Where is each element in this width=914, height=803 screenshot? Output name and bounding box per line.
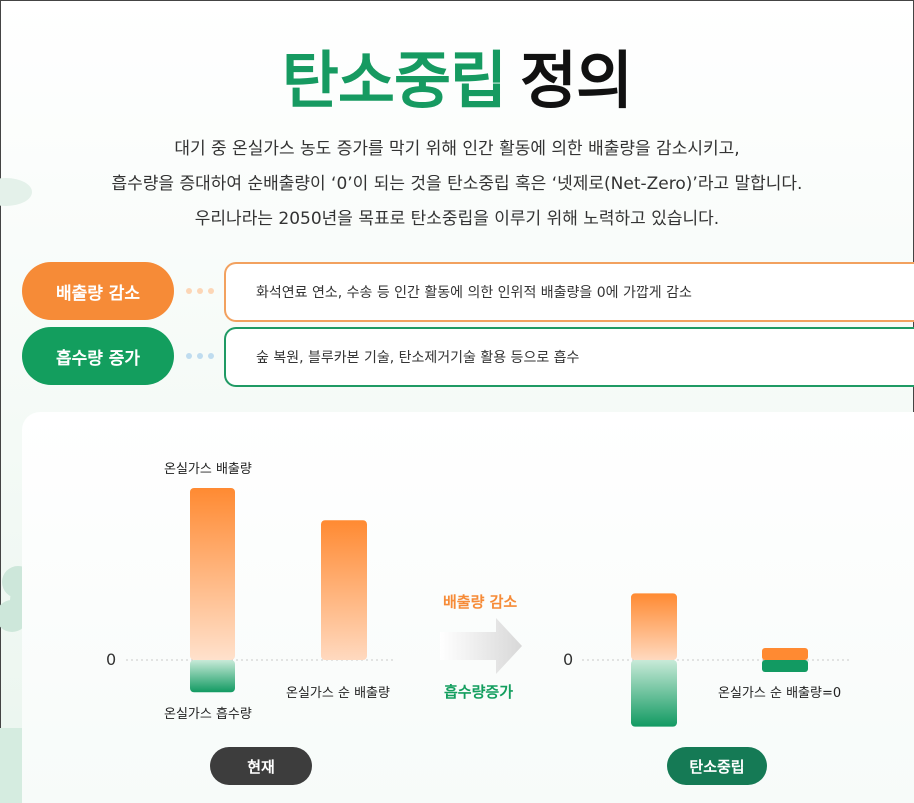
absorption-pill: 흡수량 증가	[22, 327, 174, 385]
bar-target-net-absorption	[762, 660, 808, 672]
zero-label: 0	[106, 650, 117, 669]
net-emission-label: 온실가스 순 배출량	[286, 686, 390, 701]
arrow-icon	[440, 618, 522, 674]
connector-dots	[186, 353, 214, 359]
cloud-decoration-icon	[0, 178, 32, 206]
connector-dots	[186, 288, 214, 294]
bar-target-absorption	[631, 660, 677, 727]
bar-current-absorption	[190, 660, 235, 693]
reduction-description: 화석연료 연소, 수송 등 인간 활동에 의한 인위적 배출량을 0에 가깝게 …	[224, 262, 914, 322]
title-highlight: 탄소중립	[281, 44, 507, 117]
definition-row-absorption: 흡수량 증가 숲 복원, 블루카본 기술, 탄소제거기술 활용 등으로 흡수	[22, 327, 914, 387]
intro-line: 대기 중 온실가스 농도 증가를 막기 위해 인간 활동에 의한 배출량을 감소…	[174, 139, 740, 159]
page-title: 탄소중립 정의	[0, 30, 914, 120]
building-decoration-icon	[0, 728, 24, 803]
chart-card	[22, 412, 914, 803]
absorption-description: 숲 복원, 블루카본 기술, 탄소제거기술 활용 등으로 흡수	[224, 327, 914, 387]
absorption-label: 온실가스 흡수량	[164, 707, 252, 722]
intro-line: 흡수량을 증대하여 순배출량이 ‘0’이 되는 것을 탄소중립 혹은 ‘넷제로(…	[111, 174, 803, 194]
reduction-arrow-label: 배출량 감소	[443, 593, 518, 611]
intro-text: 대기 중 온실가스 농도 증가를 막기 위해 인간 활동에 의한 배출량을 감소…	[0, 132, 914, 237]
current-badge: 현재	[210, 747, 312, 785]
bar-target-emission	[631, 593, 677, 660]
bar-current-emission	[190, 488, 235, 660]
definition-row-reduction: 배출량 감소 화석연료 연소, 수송 등 인간 활동에 의한 인위적 배출량을 …	[22, 262, 914, 322]
bar-current-net-emission	[321, 520, 367, 660]
net-zero-label: 온실가스 순 배출량=0	[718, 686, 842, 701]
emission-label: 온실가스 배출량	[164, 462, 252, 477]
target-badge: 탄소중립	[667, 747, 767, 785]
reduction-pill: 배출량 감소	[22, 262, 174, 320]
absorption-arrow-label: 흡수량증가	[444, 683, 514, 701]
title-rest: 정의	[520, 44, 633, 117]
zero-label: 0	[563, 650, 574, 669]
bar-target-net-emission	[762, 648, 808, 660]
intro-line: 우리나라는 2050년을 목표로 탄소중립을 이루기 위해 노력하고 있습니다.	[194, 209, 720, 229]
